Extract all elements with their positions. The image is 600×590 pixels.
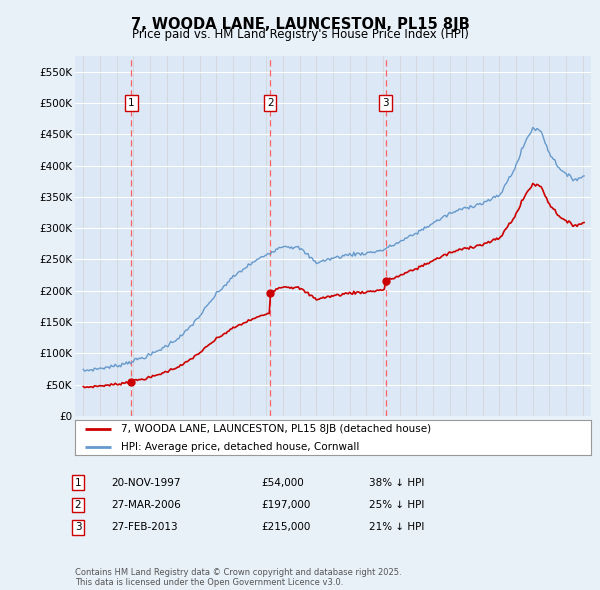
Text: 27-FEB-2013: 27-FEB-2013 <box>111 523 178 532</box>
Text: 1: 1 <box>128 98 135 108</box>
Text: 2: 2 <box>74 500 82 510</box>
Text: 38% ↓ HPI: 38% ↓ HPI <box>369 478 424 487</box>
Text: £197,000: £197,000 <box>261 500 310 510</box>
Text: 3: 3 <box>382 98 389 108</box>
Text: Price paid vs. HM Land Registry's House Price Index (HPI): Price paid vs. HM Land Registry's House … <box>131 28 469 41</box>
Text: Contains HM Land Registry data © Crown copyright and database right 2025.
This d: Contains HM Land Registry data © Crown c… <box>75 568 401 587</box>
Text: 2: 2 <box>267 98 274 108</box>
Text: HPI: Average price, detached house, Cornwall: HPI: Average price, detached house, Corn… <box>121 442 360 451</box>
Text: 7, WOODA LANE, LAUNCESTON, PL15 8JB (detached house): 7, WOODA LANE, LAUNCESTON, PL15 8JB (det… <box>121 424 431 434</box>
Text: 1: 1 <box>74 478 82 487</box>
Text: 3: 3 <box>74 523 82 532</box>
Text: 20-NOV-1997: 20-NOV-1997 <box>111 478 181 487</box>
Text: 25% ↓ HPI: 25% ↓ HPI <box>369 500 424 510</box>
Text: £54,000: £54,000 <box>261 478 304 487</box>
Text: 7, WOODA LANE, LAUNCESTON, PL15 8JB: 7, WOODA LANE, LAUNCESTON, PL15 8JB <box>131 17 469 31</box>
Text: 21% ↓ HPI: 21% ↓ HPI <box>369 523 424 532</box>
Text: £215,000: £215,000 <box>261 523 310 532</box>
Text: 27-MAR-2006: 27-MAR-2006 <box>111 500 181 510</box>
